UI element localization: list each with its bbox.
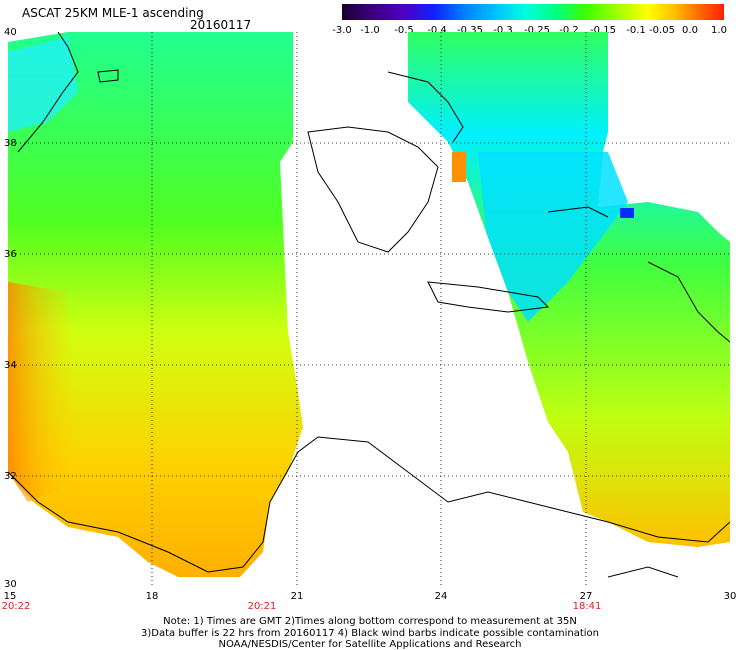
colorbar-tick-label: -1.0 (360, 25, 380, 36)
west-swath (8, 32, 303, 577)
colorbar-tick-label: -0.5 (394, 25, 414, 36)
lon-label-18: 18 (145, 591, 159, 602)
time-label-3: 18:41 (572, 601, 602, 612)
lat-label-32: 32 (4, 471, 17, 482)
colorbar (342, 4, 724, 20)
colorbar-tick-label: -3.0 (332, 25, 352, 36)
note-line-3: NOAA/NESDIS/Center for Satellite Applica… (218, 639, 522, 650)
east-orange-spot (452, 152, 466, 182)
note-line-2: 3)Data buffer is 22 hrs from 20160117 4)… (141, 628, 599, 639)
east-swath (408, 32, 730, 547)
lon-label-30: 30 (723, 591, 737, 602)
colorbar-tick-label: -0.4 (427, 25, 447, 36)
lon-label-24: 24 (434, 591, 448, 602)
product-date: 20160117 (190, 18, 252, 32)
lat-label-30: 30 (4, 579, 17, 590)
lat-label-36: 36 (4, 249, 17, 260)
lat-label-40: 40 (4, 27, 17, 38)
note-line-1: Note: 1) Times are GMT 2)Times along bot… (163, 616, 577, 627)
colorbar-tick-label: 1.0 (711, 25, 727, 36)
east-blue-spot (620, 208, 634, 218)
graticule (8, 32, 730, 587)
lat-label-34: 34 (4, 360, 17, 371)
colorbar-tick-label: -0.1 (626, 25, 646, 36)
colorbar-tick-label: -0.15 (590, 25, 616, 36)
colorbar-tick-label: -0.3 (493, 25, 513, 36)
lon-label-27: 27 (579, 591, 593, 602)
product-title: ASCAT 25KM MLE-1 ascending (22, 6, 204, 20)
lat-label-38: 38 (4, 138, 17, 149)
east-cyan-patch (478, 152, 628, 322)
map-panel (8, 32, 730, 587)
time-label-2: 20:21 (247, 601, 277, 612)
west-orange-edge (8, 282, 78, 502)
lon-label-15: 15 (3, 591, 17, 602)
time-label-1: 20:22 (1, 601, 31, 612)
colorbar-tick-label: -0.05 (649, 25, 675, 36)
colorbar-tick-label: -0.25 (524, 25, 550, 36)
west-cyan-patch (8, 37, 78, 132)
colorbar-tick-label: -0.2 (559, 25, 579, 36)
lon-label-21: 21 (290, 591, 304, 602)
coastlines (8, 32, 730, 578)
colorbar-tick-label: -0.35 (457, 25, 483, 36)
colorbar-tick-label: 0.0 (682, 25, 698, 36)
